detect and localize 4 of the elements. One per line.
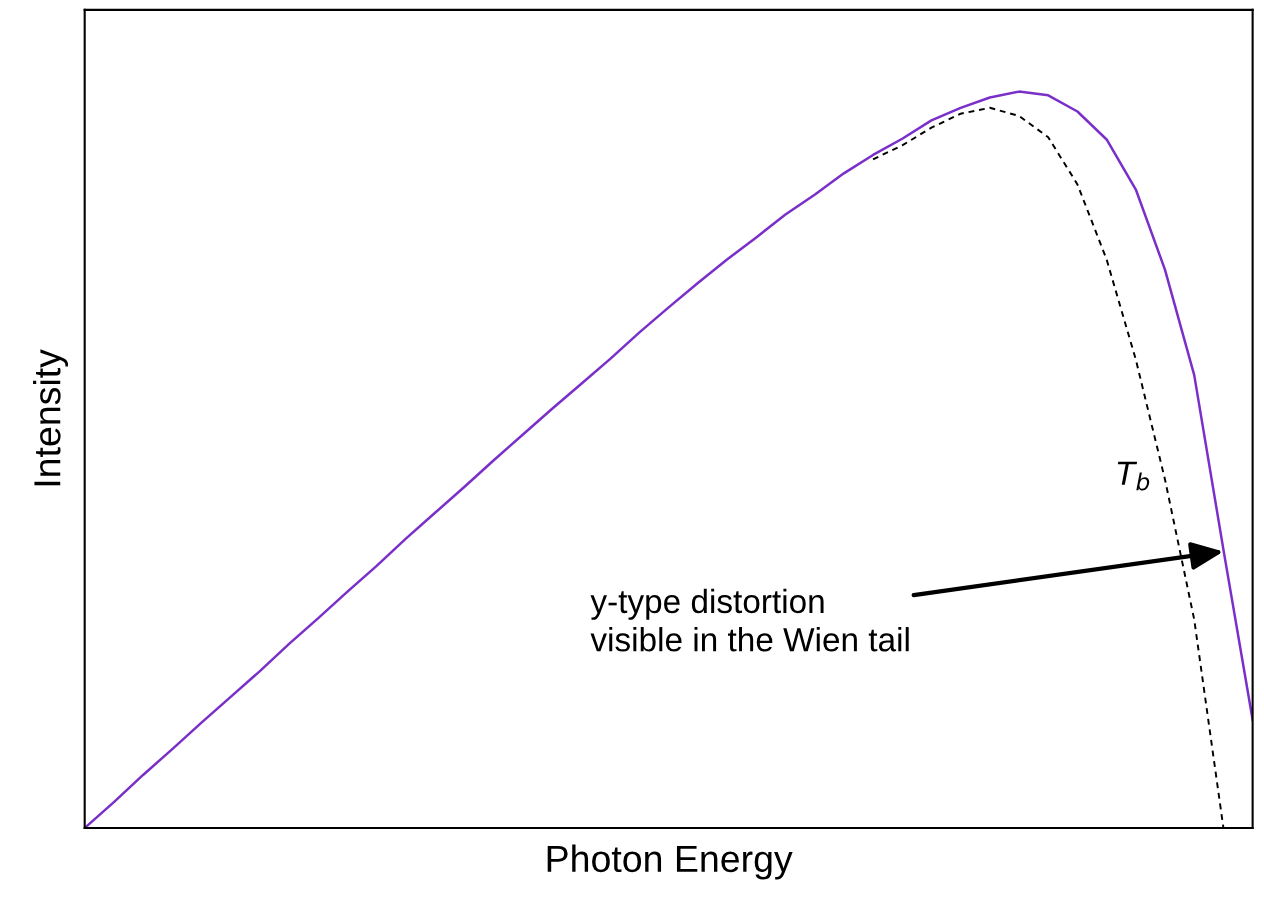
annotation: y-type distortion visible in the Wien tail bbox=[590, 588, 909, 652]
annotation: T$_{b}$ bbox=[1117, 461, 1150, 491]
x-axis-title: Photon Energy bbox=[547, 844, 793, 880]
y-axis-title: Intensity bbox=[33, 349, 69, 486]
